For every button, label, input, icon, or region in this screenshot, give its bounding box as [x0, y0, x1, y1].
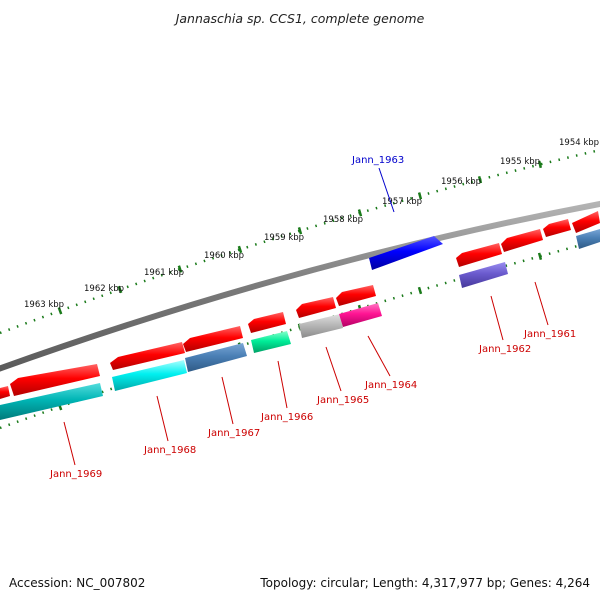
outer-major-ticks	[57, 160, 543, 315]
leader-line-jann-1964	[367, 335, 391, 377]
gene-jann-1967-arrow[interactable]	[185, 343, 247, 372]
leader-line-jann-1962	[490, 295, 504, 341]
genome-summary-text: Topology: circular; Length: 4,317,977 bp…	[259, 576, 590, 590]
gene-arrow[interactable]	[110, 342, 185, 370]
gene-arrow[interactable]	[456, 243, 502, 267]
accession-text: Accession: NC_007802	[9, 576, 145, 590]
outer-major-tick	[297, 227, 303, 235]
scale-label-1954: 1954 kbp	[559, 138, 599, 148]
leader-line-jann-1968	[156, 395, 169, 442]
map-title: Jannaschia sp. CCS1, complete genome	[173, 11, 425, 26]
scale-label-1960: 1960 kbp	[204, 251, 244, 261]
gene-jann-1966-arrow[interactable]	[251, 331, 291, 353]
gene-label-jann-1963[interactable]: Jann_1963	[351, 155, 404, 166]
outer-major-tick	[537, 160, 543, 169]
outer-major-tick	[117, 285, 123, 294]
gene-labels: Jann_1963 Jann_1961 Jann_1962 Jann_1964 …	[49, 155, 576, 480]
gene-label-jann-1961[interactable]: Jann_1961	[523, 329, 576, 340]
gene-arrow[interactable]	[296, 297, 336, 318]
reverse-strand-genes	[0, 219, 571, 399]
leader-line-jann-1967	[221, 376, 234, 425]
leader-line-jann-1963	[378, 167, 395, 213]
gene-arrow[interactable]	[572, 211, 600, 233]
genome-backbone	[0, 200, 600, 372]
gene-label-jann-1967[interactable]: Jann_1967	[207, 428, 260, 439]
inner-major-tick	[537, 252, 543, 261]
gene-label-jann-1969[interactable]: Jann_1969	[49, 469, 102, 480]
scale-label-1958: 1958 kbp	[323, 215, 363, 225]
gene-arrow[interactable]	[0, 386, 10, 399]
gene-label-jann-1965[interactable]: Jann_1965	[316, 395, 369, 406]
scale-label-1955: 1955 kbp	[500, 157, 540, 167]
gene-arrow[interactable]	[336, 285, 376, 306]
outer-major-tick	[57, 307, 63, 315]
reverse-strand-colored-genes	[0, 229, 600, 420]
gene-jann-1964-arrow[interactable]	[339, 303, 382, 327]
gene-arrow[interactable]	[501, 229, 543, 252]
scale-label-1963: 1963 kbp	[24, 300, 64, 310]
gene-arrow[interactable]	[576, 229, 600, 249]
gene-jann-1963-arrow[interactable]	[369, 236, 443, 270]
scale-label-1956: 1956 kbp	[441, 177, 481, 187]
gene-label-jann-1964[interactable]: Jann_1964	[364, 380, 417, 391]
scale-labels: 1954 kbp 1955 kbp 1956 kbp 1957 kbp 1958…	[24, 138, 599, 310]
outer-major-tick	[357, 209, 363, 217]
gene-jann-1969-arrow[interactable]	[0, 383, 103, 420]
gene-arrow[interactable]	[248, 312, 286, 333]
scale-label-1959: 1959 kbp	[264, 233, 304, 243]
outer-scale-ruler	[0, 148, 600, 335]
leader-line-jann-1969	[63, 421, 76, 466]
gene-jann-1965-arrow[interactable]	[299, 314, 343, 338]
outer-major-tick	[417, 192, 423, 200]
leader-line-jann-1961	[534, 281, 549, 326]
gene-jann-1968-arrow[interactable]	[112, 360, 187, 391]
outer-major-tick	[237, 245, 243, 254]
leader-line-jann-1965	[325, 346, 342, 392]
gene-label-jann-1968[interactable]: Jann_1968	[143, 445, 196, 456]
scale-label-1957: 1957 kbp	[382, 197, 422, 207]
outer-major-tick	[177, 265, 183, 273]
scale-label-1962: 1962 kbp	[84, 284, 124, 294]
gene-arrow[interactable]	[10, 364, 100, 396]
forward-strand-genes	[369, 211, 600, 270]
scale-label-1961: 1961 kbp	[144, 268, 184, 278]
leader-line-jann-1966	[277, 360, 288, 409]
outer-major-tick	[477, 175, 483, 184]
gene-arrow[interactable]	[183, 326, 243, 352]
inner-major-tick	[417, 286, 423, 295]
gene-label-jann-1962[interactable]: Jann_1962	[478, 344, 531, 355]
label-leader-lines	[63, 167, 549, 466]
gene-arrow[interactable]	[543, 219, 571, 237]
gene-label-jann-1966[interactable]: Jann_1966	[260, 412, 313, 423]
inner-scale-ruler	[0, 238, 600, 430]
gene-jann-1962-arrow[interactable]	[459, 262, 508, 288]
